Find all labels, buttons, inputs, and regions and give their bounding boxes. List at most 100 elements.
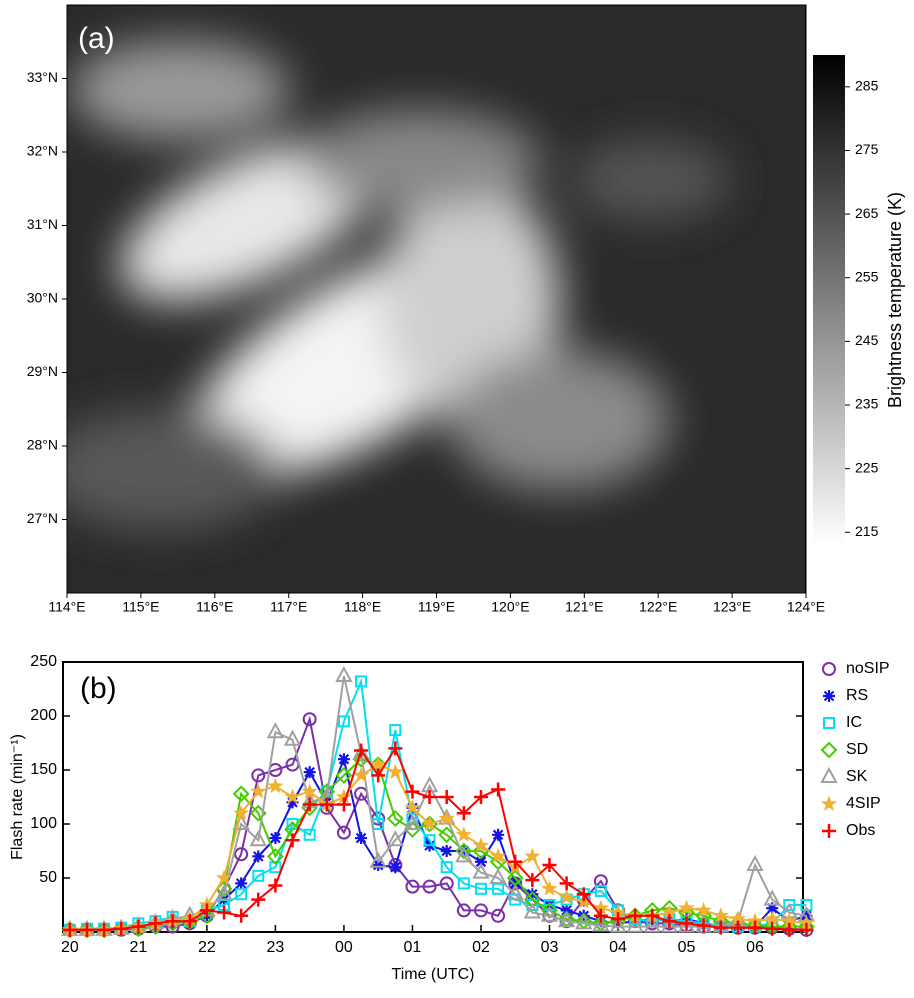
x-tick-label: 123°E xyxy=(713,599,751,615)
marker xyxy=(389,861,402,874)
marker xyxy=(252,869,265,882)
marker xyxy=(491,908,506,923)
marker xyxy=(440,845,453,857)
marker xyxy=(730,920,745,935)
marker xyxy=(798,914,815,931)
marker xyxy=(491,782,506,797)
plot-frame xyxy=(62,661,804,933)
marker xyxy=(97,922,112,937)
marker xyxy=(526,888,539,901)
marker xyxy=(403,813,422,830)
marker xyxy=(781,912,798,929)
marker xyxy=(748,920,763,935)
x-tick-label: 23 xyxy=(267,939,285,956)
x-tick-label: 02 xyxy=(472,939,490,956)
marker xyxy=(335,766,353,784)
panel-label: (a) xyxy=(78,22,115,55)
marker xyxy=(267,777,284,794)
x-tick-label: 114°E xyxy=(48,599,85,615)
marker xyxy=(148,916,163,931)
marker xyxy=(678,899,695,916)
marker xyxy=(746,854,764,872)
marker xyxy=(131,919,146,934)
marker xyxy=(268,878,283,893)
legend-label: IC xyxy=(846,714,862,731)
marker xyxy=(472,837,489,853)
marker xyxy=(199,903,214,918)
marker xyxy=(474,882,487,895)
marker xyxy=(266,722,285,739)
marker xyxy=(540,905,559,922)
series-line xyxy=(69,758,807,931)
legend-marker xyxy=(823,690,835,702)
marker xyxy=(609,904,627,920)
marker xyxy=(696,918,711,933)
y-tick-label: 28°N xyxy=(27,437,58,453)
legend-label: 4SIP xyxy=(846,795,881,812)
marker xyxy=(729,910,746,926)
x-tick-label: 122°E xyxy=(639,599,677,615)
marker xyxy=(438,810,455,826)
marker xyxy=(661,904,678,920)
y-tick-label: 30°N xyxy=(27,290,58,306)
marker xyxy=(473,903,488,918)
colorbar-tick-label: 265 xyxy=(855,205,879,221)
marker xyxy=(509,877,522,890)
marker xyxy=(249,830,267,847)
marker xyxy=(764,910,781,926)
marker xyxy=(303,766,316,779)
legend-label: SK xyxy=(846,768,868,785)
marker xyxy=(456,903,471,918)
marker xyxy=(114,921,129,936)
marker xyxy=(371,768,386,783)
marker xyxy=(302,712,317,727)
marker xyxy=(405,879,420,894)
x-tick-label: 118°E xyxy=(344,599,381,615)
x-axis-title: Time (UTC) xyxy=(392,966,475,983)
marker xyxy=(440,861,453,874)
marker xyxy=(492,828,505,841)
marker xyxy=(438,826,456,844)
marker xyxy=(388,741,403,756)
marker xyxy=(799,922,814,937)
marker xyxy=(79,922,94,937)
marker xyxy=(319,797,334,812)
marker xyxy=(269,832,282,845)
marker xyxy=(660,916,679,933)
marker xyxy=(592,915,610,932)
marker xyxy=(283,729,302,746)
marker xyxy=(541,901,558,919)
colorbar-tick-label: 285 xyxy=(855,78,879,94)
marker xyxy=(593,874,608,889)
marker xyxy=(489,867,507,884)
marker xyxy=(455,846,473,863)
marker xyxy=(783,899,796,911)
series-line xyxy=(69,675,807,931)
marker xyxy=(405,784,420,799)
legend-label: noSIP xyxy=(846,660,890,677)
marker xyxy=(575,913,593,930)
marker xyxy=(421,815,438,831)
marker xyxy=(370,756,387,772)
x-tick-label: 121°E xyxy=(565,599,603,615)
marker xyxy=(525,873,540,888)
marker xyxy=(251,892,266,907)
marker xyxy=(695,901,712,918)
marker xyxy=(303,828,316,841)
x-tick-label: 120°E xyxy=(491,599,529,615)
y-tick-label: 100 xyxy=(30,815,57,832)
series-line xyxy=(69,677,807,931)
colorbar-label: Brightness temperature (K) xyxy=(885,192,905,408)
y-tick-label: 27°N xyxy=(27,510,58,526)
legend-label: RS xyxy=(846,687,868,704)
y-tick-label: 200 xyxy=(30,707,57,724)
colorbar-tick-label: 255 xyxy=(855,268,879,284)
marker xyxy=(336,797,351,812)
marker xyxy=(335,788,352,804)
marker xyxy=(235,888,248,901)
series-line xyxy=(69,746,807,931)
marker xyxy=(455,826,472,842)
marker xyxy=(763,889,781,906)
x-tick-label: 05 xyxy=(678,939,696,956)
